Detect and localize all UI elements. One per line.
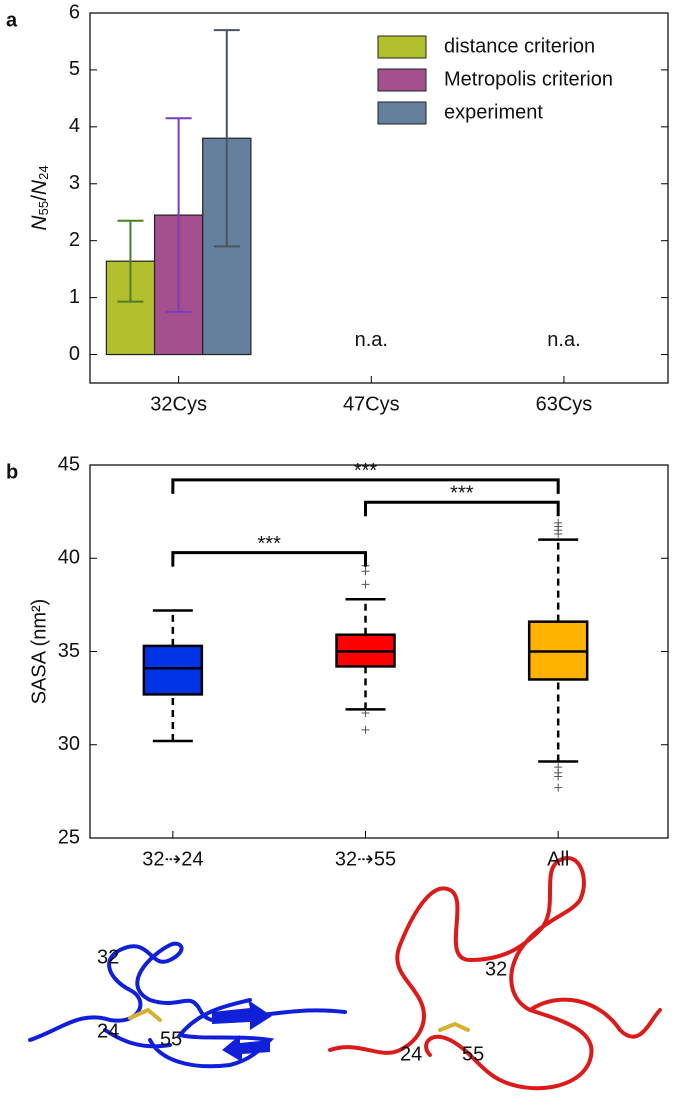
y-axis-label-part: / — [28, 195, 51, 201]
flier — [361, 725, 370, 734]
protein-structures — [28, 856, 662, 1091]
y-axis-label-part: 55 — [36, 201, 51, 215]
flier — [554, 783, 563, 792]
legend-swatch — [377, 101, 427, 125]
y-axis-label: SASA (nm²) — [28, 599, 50, 705]
y-tick-label: 3 — [69, 172, 80, 194]
legend-swatch — [377, 35, 427, 59]
red-structure — [328, 856, 662, 1091]
y-axis-label-part: N — [28, 179, 51, 195]
residue-label: 32 — [97, 946, 119, 968]
panel-label: b — [6, 461, 18, 483]
legend-label: experiment — [444, 101, 543, 123]
y-tick-label: 40 — [58, 547, 80, 569]
flier — [361, 567, 370, 576]
legend-swatch — [377, 68, 427, 92]
significance-bracket — [171, 551, 368, 567]
x-tick-label: 63Cys — [536, 393, 593, 415]
y-tick-label: 2 — [69, 229, 80, 251]
residue-label: 32 — [485, 958, 507, 980]
y-tick-label: 1 — [69, 286, 80, 308]
plot-frame — [89, 464, 669, 839]
value-label: n.a. — [547, 329, 580, 351]
disulfide-right — [438, 1021, 470, 1032]
blue-sheet-1 — [212, 1000, 272, 1030]
significance-label: *** — [258, 533, 282, 555]
y-tick-label: 5 — [69, 58, 80, 80]
y-tick-label: 0 — [69, 343, 80, 365]
significance-label: *** — [450, 483, 474, 505]
blue-structure — [28, 941, 347, 1069]
y-tick-label: 25 — [58, 826, 80, 848]
blue-sheet-2 — [222, 1035, 270, 1062]
x-tick-label: All — [547, 848, 569, 870]
residue-label: 55 — [160, 1028, 182, 1050]
legend-label: distance criterion — [444, 35, 595, 57]
y-axis-label: N55/N24 — [28, 165, 52, 230]
y-axis-label-part: N — [28, 215, 51, 231]
significance-label: *** — [354, 460, 378, 482]
y-tick-label: 35 — [58, 640, 80, 662]
y-tick-label: 30 — [58, 733, 80, 755]
disulfide-left — [128, 1007, 162, 1022]
value-label: n.a. — [355, 329, 388, 351]
residue-label: 24 — [97, 1020, 119, 1042]
x-tick-label: 32⇢24 — [142, 848, 203, 870]
x-tick-label: 32Cys — [150, 393, 207, 415]
significance-bracket — [364, 500, 560, 517]
x-tick-label: 47Cys — [343, 393, 400, 415]
y-tick-label: 6 — [69, 1, 80, 23]
flier — [361, 709, 370, 718]
plot-frame — [89, 12, 669, 384]
flier — [554, 530, 563, 539]
x-tick-label: 32⇢55 — [335, 848, 396, 870]
residue-label: 24 — [400, 1043, 422, 1065]
y-axis-label-part: 24 — [36, 165, 51, 179]
flier — [361, 580, 370, 589]
box — [142, 644, 204, 696]
residue-label: 55 — [462, 1043, 484, 1065]
legend-label: Metropolis criterion — [444, 68, 613, 90]
flier — [554, 772, 563, 781]
y-tick-label: 4 — [69, 115, 80, 137]
panel-label: a — [6, 9, 18, 31]
significance-bracket — [171, 478, 560, 494]
y-tick-label: 45 — [58, 453, 80, 475]
